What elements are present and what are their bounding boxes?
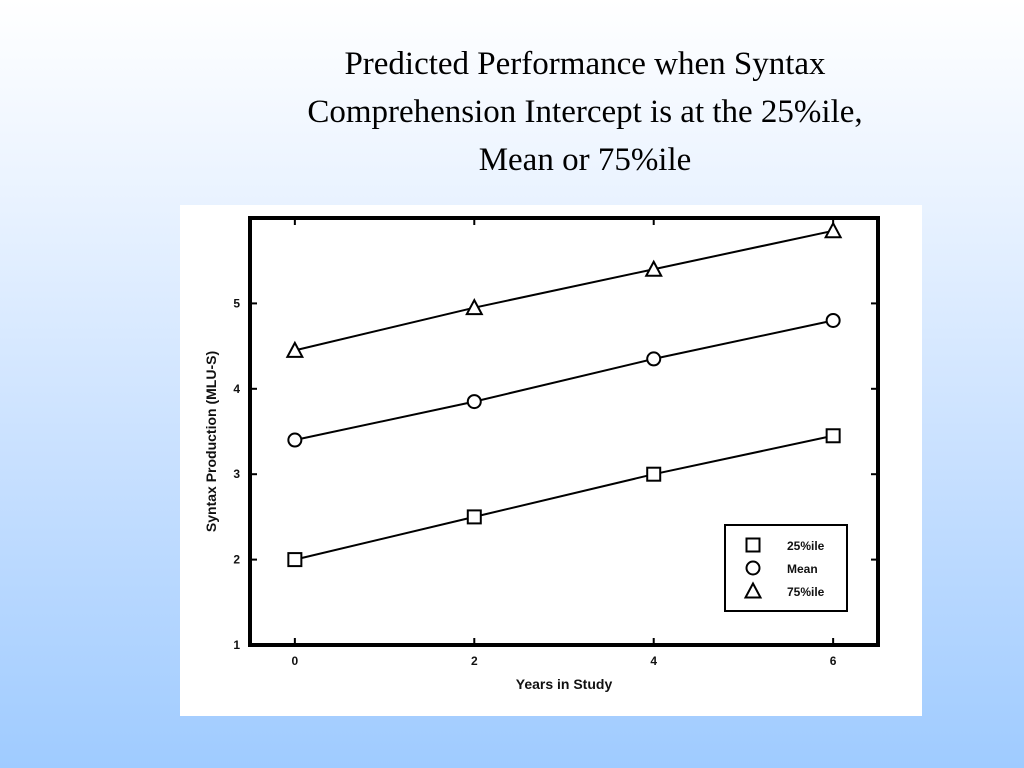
y-tick-label: 2 bbox=[233, 553, 240, 567]
legend-marker bbox=[745, 560, 761, 576]
x-tick-label: 2 bbox=[471, 654, 478, 668]
legend-label: 25%ile bbox=[787, 539, 825, 553]
series-circle bbox=[287, 312, 841, 448]
legend-label: 75%ile bbox=[787, 585, 825, 599]
data-point bbox=[825, 312, 841, 328]
data-point bbox=[465, 298, 484, 316]
y-tick-label: 1 bbox=[233, 638, 240, 652]
data-point bbox=[823, 221, 843, 239]
y-tick-label: 3 bbox=[233, 467, 240, 481]
x-tick-label: 4 bbox=[650, 654, 657, 668]
x-tick-label: 6 bbox=[830, 654, 837, 668]
slide-title: Predicted Performance when Syntax Compre… bbox=[240, 40, 930, 184]
y-axis-label: Syntax Production (MLU-S) bbox=[203, 351, 219, 532]
legend: 25%ile Mean 75%ile bbox=[724, 524, 848, 612]
data-point bbox=[646, 466, 662, 482]
series-line bbox=[294, 434, 834, 561]
title-line-3: Mean or 75%ile bbox=[478, 142, 692, 178]
data-point bbox=[287, 432, 303, 448]
data-point bbox=[466, 509, 482, 525]
title-line-1: Predicted Performance when Syntax bbox=[344, 46, 826, 82]
series-triangle bbox=[285, 221, 843, 358]
series-line bbox=[294, 319, 834, 442]
y-tick-label: 5 bbox=[233, 296, 240, 310]
data-point bbox=[644, 259, 663, 277]
data-point bbox=[646, 351, 662, 367]
line-chart: 1 2 3 4 5 0 2 4 6 Years in Study Syntax Production… bbox=[203, 216, 880, 692]
data-point bbox=[825, 428, 841, 444]
legend-marker bbox=[745, 537, 761, 553]
series-square bbox=[287, 428, 841, 568]
legend-label: Mean bbox=[787, 562, 818, 576]
chart-panel: 1 2 3 4 5 0 2 4 6 Years in Study Syntax Production… bbox=[180, 205, 922, 716]
data-point bbox=[287, 552, 303, 568]
data-point bbox=[466, 394, 482, 410]
legend-box bbox=[724, 524, 848, 612]
x-tick-label: 0 bbox=[292, 654, 299, 668]
title-line-2: Comprehension Intercept is at the 25%ile… bbox=[307, 94, 863, 130]
legend-marker bbox=[743, 581, 763, 599]
plot-frame bbox=[248, 216, 880, 647]
y-tick-label: 4 bbox=[233, 382, 240, 396]
series-line bbox=[294, 229, 834, 352]
x-axis-label: Years in Study bbox=[516, 676, 613, 692]
data-point bbox=[285, 340, 305, 358]
